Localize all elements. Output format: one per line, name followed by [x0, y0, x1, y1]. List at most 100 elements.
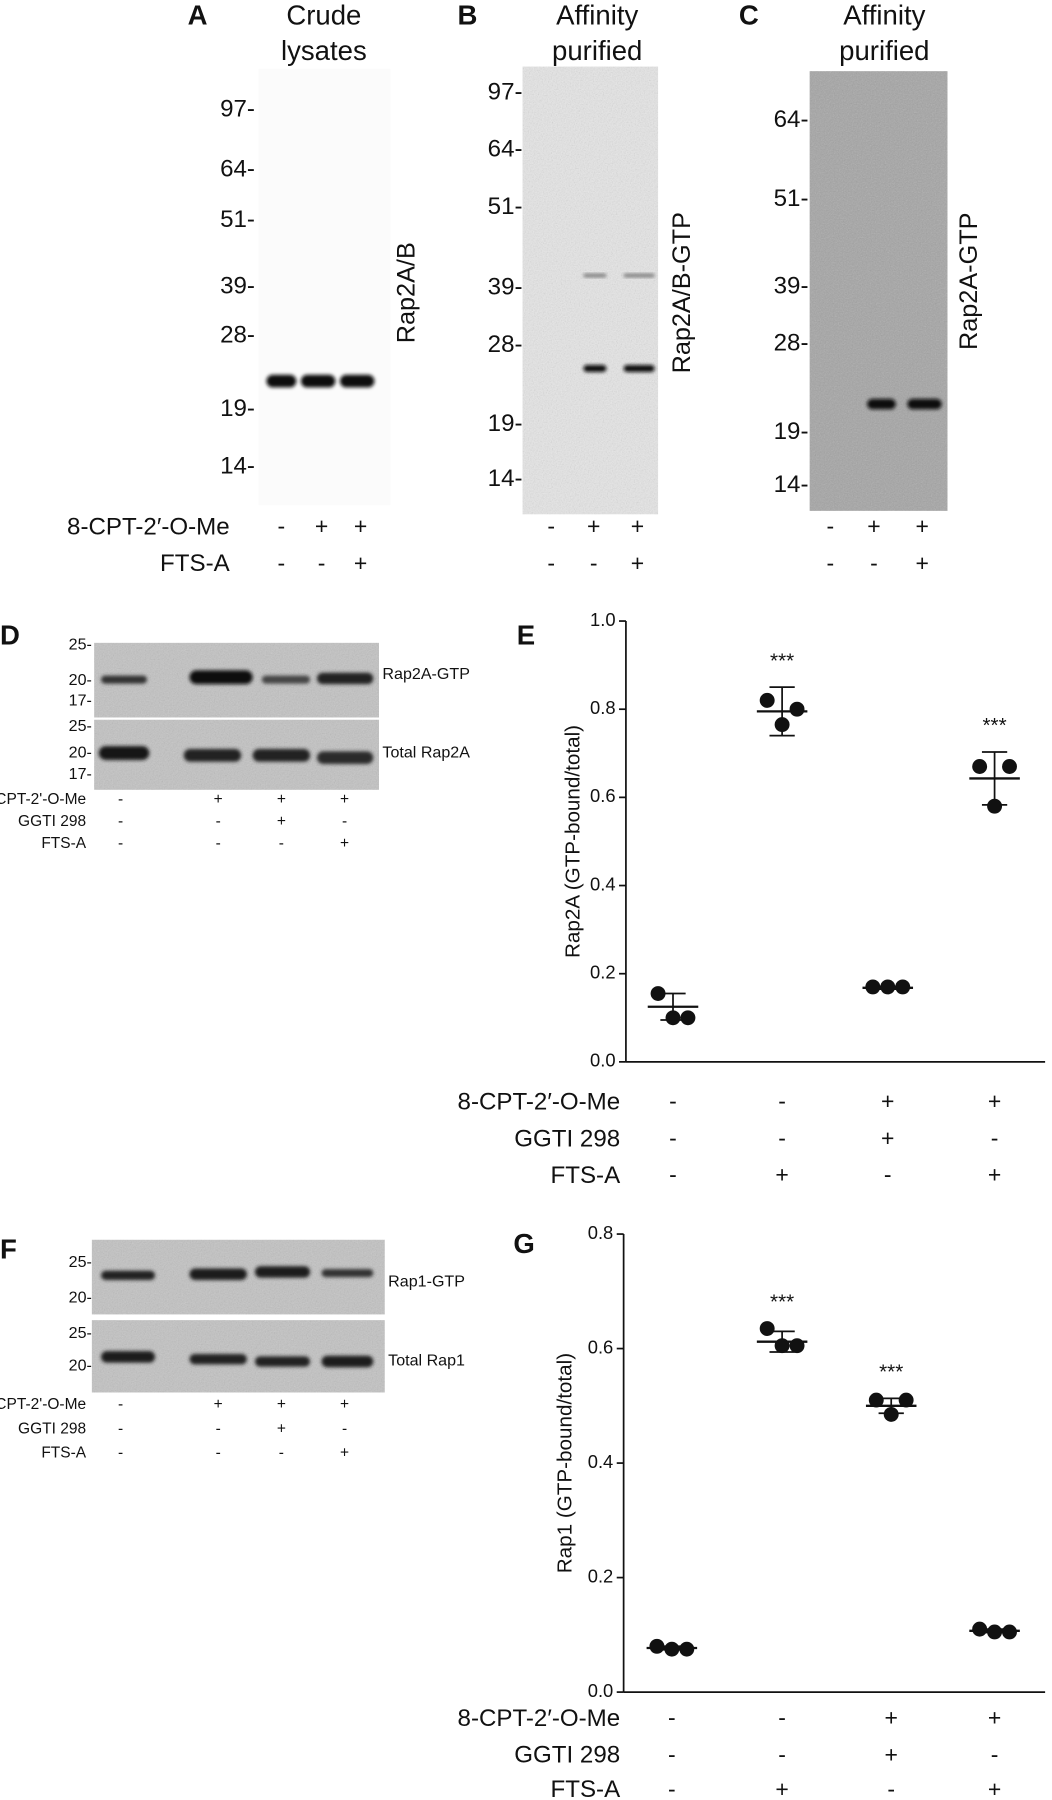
data-point — [759, 1321, 775, 1336]
mw-marker: 28- — [220, 322, 255, 349]
y-tick-label: 0.8 — [590, 697, 616, 718]
condition-label: 8-CPT-2′-O-Me — [458, 1705, 621, 1732]
lane-sign: - — [827, 513, 835, 539]
lane-sign: + — [354, 550, 367, 576]
condition-sign: - — [118, 835, 123, 852]
mw-marker: 28- — [488, 331, 523, 358]
significance: *** — [983, 714, 1007, 737]
condition-sign: - — [216, 1420, 221, 1437]
lane-sign: - — [278, 513, 286, 539]
condition-sign: - — [778, 1705, 786, 1731]
condition-label: 8-CPT-2'-O-Me — [0, 791, 86, 808]
condition-sign: - — [216, 835, 221, 852]
band — [261, 675, 311, 684]
lane-sign: + — [916, 513, 929, 539]
condition-sign: + — [277, 813, 286, 830]
condition-sign: - — [118, 1396, 123, 1413]
condition-sign: - — [884, 1162, 892, 1188]
band — [316, 751, 374, 764]
data-point — [759, 692, 775, 708]
y-tick-label: 0.0 — [588, 1680, 614, 1701]
band — [321, 1269, 374, 1278]
significance: *** — [770, 649, 794, 672]
band — [189, 670, 253, 685]
panel-title: Affinity — [556, 0, 638, 30]
data-point — [774, 1338, 790, 1354]
condition-sign: - — [216, 813, 221, 830]
condition-label: GGTI 298 — [18, 813, 86, 830]
mw-marker: 19- — [488, 410, 523, 437]
condition-label: FTS-A — [41, 1444, 86, 1461]
band — [321, 1355, 374, 1368]
data-point — [774, 717, 790, 733]
condition-label: FTS-A — [551, 1776, 622, 1800]
condition-sign: - — [668, 1776, 676, 1800]
condition-label: 8-CPT-2'-O-Me — [0, 1396, 86, 1413]
condition-sign: - — [668, 1705, 676, 1731]
condition-sign: + — [775, 1776, 788, 1800]
blot-label: Rap2A-GTP — [382, 665, 470, 683]
panel-title: Crude — [286, 0, 361, 30]
lane-sign: + — [916, 550, 929, 576]
panel-letter: G — [513, 1228, 534, 1259]
condition-sign: - — [778, 1088, 786, 1114]
mw-marker: 39- — [488, 274, 523, 301]
gel-grain — [522, 66, 659, 515]
condition-sign: + — [340, 791, 349, 808]
mw-marker: 64- — [774, 106, 809, 133]
data-point — [898, 1392, 914, 1408]
lane-sign: + — [587, 513, 600, 539]
band — [339, 374, 375, 388]
y-tick-label: 0.8 — [588, 1222, 614, 1243]
condition-sign: - — [279, 835, 284, 852]
data-point — [987, 798, 1003, 814]
data-point — [972, 759, 988, 774]
band — [252, 749, 311, 762]
condition-sign: - — [669, 1088, 677, 1114]
band — [623, 273, 655, 278]
band — [907, 398, 942, 410]
band — [101, 1270, 156, 1280]
band — [254, 1266, 311, 1278]
y-tick-label: 0.6 — [590, 785, 616, 806]
condition-sign: - — [279, 1444, 284, 1461]
panel-letter: C — [739, 0, 759, 30]
condition-sign: + — [988, 1776, 1001, 1800]
data-point — [679, 1641, 695, 1657]
panel-title: purified — [839, 35, 929, 66]
condition-label: GGTI 298 — [514, 1125, 620, 1152]
blot-label: Rap1-GTP — [388, 1273, 465, 1291]
panel-letter: D — [0, 619, 20, 650]
condition-sign: - — [118, 1444, 123, 1461]
band — [266, 374, 297, 388]
band — [583, 365, 607, 372]
band — [583, 273, 607, 278]
y-tick-label: 0.4 — [590, 873, 616, 894]
condition-sign: + — [340, 1444, 349, 1461]
data-point — [865, 979, 881, 995]
blot-label: Total Rap2A — [382, 743, 470, 761]
y-axis-label: Rap1 (GTP-bound/total) — [554, 1353, 577, 1573]
band — [867, 398, 896, 410]
data-point — [789, 701, 805, 717]
panel-title: purified — [552, 35, 642, 66]
mw-marker: 64- — [488, 136, 523, 163]
lane-sign: - — [827, 550, 835, 576]
lane-sign: - — [318, 550, 326, 576]
y-tick-label: 0.6 — [588, 1336, 614, 1357]
mw-marker: 25- — [69, 635, 92, 653]
mw-marker: 20- — [69, 671, 92, 689]
data-point — [895, 979, 911, 995]
condition-sign: + — [885, 1741, 898, 1767]
lane-sign: - — [278, 550, 286, 576]
condition-label: FTS-A — [41, 835, 86, 852]
lane-sign: + — [867, 513, 880, 539]
data-point — [987, 1624, 1003, 1640]
lane-sign: + — [631, 550, 644, 576]
data-point — [789, 1338, 805, 1354]
panel-title: lysates — [281, 35, 367, 66]
band — [623, 365, 655, 372]
band — [101, 675, 148, 684]
mw-marker: 25- — [69, 1253, 92, 1271]
mw-marker: 20- — [69, 1289, 92, 1307]
